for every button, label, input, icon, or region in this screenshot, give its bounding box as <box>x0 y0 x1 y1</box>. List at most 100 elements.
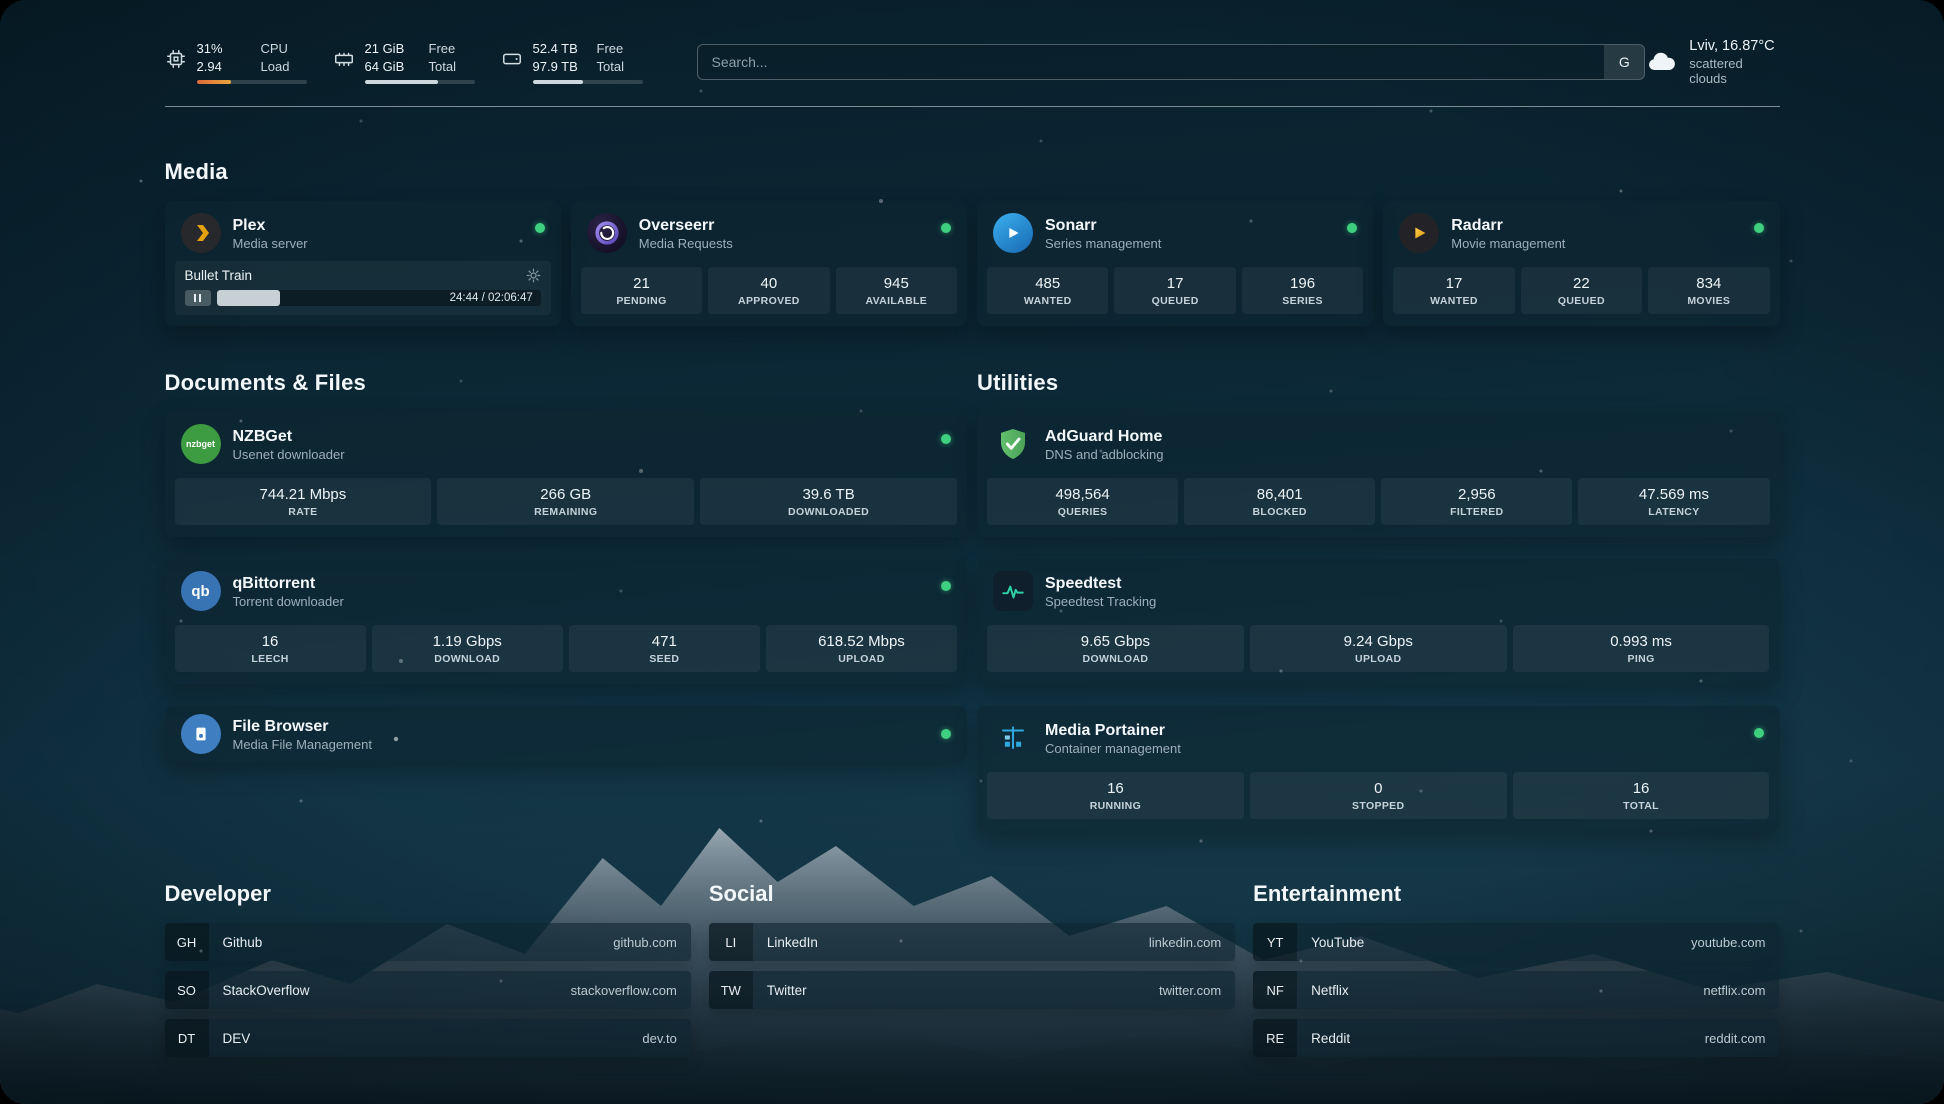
bookmark-netflix[interactable]: NF Netflix netflix.com <box>1253 971 1780 1009</box>
bookmark-url: netflix.com <box>1703 982 1766 998</box>
stat-available: 945 AVAILABLE <box>835 267 958 314</box>
stat-wanted: 17 WANTED <box>1393 267 1515 314</box>
service-subtitle: DNS and adblocking <box>1045 446 1164 462</box>
service-name: Sonarr <box>1045 216 1097 234</box>
bookmark-github[interactable]: GH Github github.com <box>164 923 691 961</box>
cpu-label: CPU <box>260 41 288 57</box>
bookmark-group-title: Entertainment <box>1253 881 1402 906</box>
service-name: Plex <box>232 216 266 234</box>
bookmark-dev[interactable]: DT DEV dev.to <box>164 1019 691 1057</box>
memory-resource-widget: 21 GiB 64 GiB Free Total <box>333 40 475 84</box>
stat-latency: 47.569 ms LATENCY <box>1578 478 1770 525</box>
bookmark-name: StackOverflow <box>222 982 310 998</box>
weather-location: Lviv, 16.87°C <box>1689 38 1775 54</box>
service-card-filebrowser[interactable]: File Browser Media File Management <box>164 706 967 762</box>
service-card-qbittorrent[interactable]: qb qBittorrent Torrent downloader 16 LEEC… <box>164 559 967 684</box>
service-card-plex[interactable]: Plex Media server Bullet Train <box>164 201 561 326</box>
service-card-adguard[interactable]: AdGuard Home DNS and adblocking 498,564 Q… <box>977 412 1780 537</box>
service-name: Speedtest <box>1045 574 1122 592</box>
bookmark-name: Netflix <box>1311 982 1349 998</box>
service-card-overseerr[interactable]: Overseerr Media Requests 21 PENDING 40 APP… <box>570 201 967 326</box>
bookmark-twitter[interactable]: TW Twitter twitter.com <box>708 971 1236 1009</box>
bookmark-url: linkedin.com <box>1148 934 1222 950</box>
service-name: File Browser <box>232 717 329 735</box>
search-provider-button[interactable]: G <box>1604 45 1645 79</box>
disk-usage-bar <box>532 79 643 84</box>
bookmark-linkedin[interactable]: LI LinkedIn linkedin.com <box>708 923 1236 961</box>
service-card-sonarr[interactable]: Sonarr Series management 485 WANTED 17 QUE… <box>977 201 1374 326</box>
stat-series: 196 SERIES <box>1241 267 1364 314</box>
status-dot <box>1347 223 1358 233</box>
service-name: Radarr <box>1451 216 1503 234</box>
adguard-shield-icon <box>993 424 1033 464</box>
dashboard-content: 31% 2.94 CPU Load <box>164 0 1780 1067</box>
service-subtitle: Torrent downloader <box>232 593 344 609</box>
stat-pending: 21 PENDING <box>580 267 703 314</box>
bookmark-group-title: Developer <box>164 881 271 906</box>
media-card-grid: Plex Media server Bullet Train <box>164 201 1780 326</box>
service-subtitle: Movie management <box>1451 235 1566 251</box>
bookmark-abbr: RE <box>1253 1019 1298 1057</box>
utilities-column: AdGuard Home DNS and adblocking 498,564 Q… <box>977 412 1780 831</box>
stat-leech: 16 LEECH <box>174 625 366 672</box>
documents-column: nzbget NZBGet Usenet downloader 744.21 M… <box>164 412 967 762</box>
bookmark-abbr: TW <box>708 971 753 1009</box>
stat-download: 9.65 Gbps DOWNLOAD <box>987 625 1244 672</box>
bookmark-youtube[interactable]: YT YouTube youtube.com <box>1253 923 1780 961</box>
radarr-icon <box>1399 213 1440 253</box>
memory-total-label: Total <box>428 58 456 74</box>
bookmark-stackoverflow[interactable]: SO StackOverflow stackoverflow.com <box>164 971 691 1009</box>
status-dot <box>941 581 951 591</box>
service-subtitle: Series management <box>1045 235 1162 251</box>
stat-downloaded: 39.6 TB DOWNLOADED <box>700 478 957 525</box>
qbittorrent-icon: qb <box>180 571 221 611</box>
stat-movies: 834 MOVIES <box>1648 267 1770 314</box>
bookmarks-section: Developer GH Github github.com SO StackO… <box>164 881 1780 1067</box>
bookmark-url: stackoverflow.com <box>570 982 677 998</box>
disk-icon <box>501 48 523 70</box>
bookmark-abbr: YT <box>1253 923 1298 961</box>
service-name: Overseerr <box>638 216 715 234</box>
status-dot <box>941 434 951 444</box>
top-bar: 31% 2.94 CPU Load <box>165 38 1780 86</box>
status-dot <box>1753 728 1764 738</box>
disk-total: 97.9 TB <box>532 58 578 74</box>
pause-button[interactable] <box>184 290 211 306</box>
stat-total: 16 TOTAL <box>1512 772 1770 819</box>
memory-total: 64 GiB <box>364 58 405 74</box>
topbar-divider <box>164 106 1780 107</box>
cloud-icon <box>1645 46 1677 78</box>
service-card-portainer[interactable]: Media Portainer Container management 16 R… <box>977 706 1780 831</box>
service-card-radarr[interactable]: Radarr Movie management 17 WANTED 22 QUEUE… <box>1383 201 1780 326</box>
stat-wanted: 485 WANTED <box>987 267 1109 314</box>
cpu-percent: 31% <box>196 41 223 57</box>
bookmark-name: Twitter <box>766 982 807 998</box>
service-subtitle: Media server <box>232 235 308 251</box>
bookmark-group-developer: Developer GH Github github.com SO StackO… <box>164 881 691 1067</box>
service-name: Media Portainer <box>1045 721 1166 739</box>
service-card-speedtest[interactable]: Speedtest Speedtest Tracking 9.65 Gbps DO… <box>977 559 1780 684</box>
disk-free: 52.4 TB <box>532 41 578 57</box>
bookmark-abbr: NF <box>1253 971 1298 1009</box>
bookmark-reddit[interactable]: RE Reddit reddit.com <box>1253 1019 1780 1057</box>
stat-filtered: 2,956 FILTERED <box>1381 478 1573 525</box>
section-title-utilities: Utilities <box>977 370 1059 395</box>
plex-progress-bar[interactable]: 24:44 / 02:06:47 <box>216 290 541 306</box>
service-card-nzbget[interactable]: nzbget NZBGet Usenet downloader 744.21 M… <box>164 412 967 537</box>
settings-icon[interactable] <box>526 268 541 283</box>
search-input[interactable] <box>697 45 1605 79</box>
snow-particles-overlay <box>0 0 2 2</box>
stat-running: 16 RUNNING <box>987 772 1244 819</box>
bookmark-name: Github <box>222 934 263 950</box>
service-name: AdGuard Home <box>1045 427 1163 445</box>
stat-blocked: 86,401 BLOCKED <box>1184 478 1376 525</box>
bookmark-abbr: GH <box>164 923 209 961</box>
status-dot <box>1753 223 1764 233</box>
stat-stopped: 0 STOPPED <box>1249 772 1507 819</box>
documents-utilities-grid: nzbget NZBGet Usenet downloader 744.21 M… <box>164 412 1780 831</box>
stat-upload: 9.24 Gbps UPLOAD <box>1249 625 1507 672</box>
cpu-load: 2.94 <box>196 58 222 74</box>
weather-widget: Lviv, 16.87°C scattered clouds <box>1645 38 1779 86</box>
bookmark-url: github.com <box>613 934 677 950</box>
disk-total-label: Total <box>596 58 624 74</box>
